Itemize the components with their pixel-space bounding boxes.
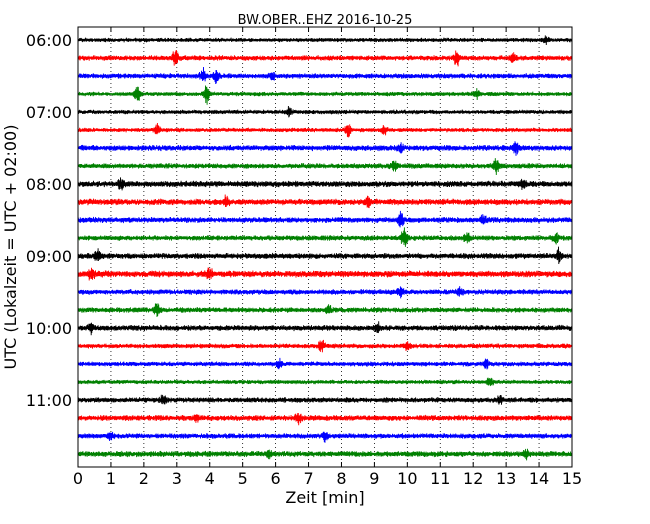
x-tick-label: 14 bbox=[529, 469, 549, 488]
trace-1045 bbox=[77, 377, 573, 387]
trace-0930 bbox=[77, 286, 573, 299]
x-tick-label: 9 bbox=[369, 469, 379, 488]
x-tick-label: 6 bbox=[271, 469, 281, 488]
x-tick-label: 0 bbox=[73, 469, 83, 488]
trace-1115 bbox=[77, 413, 573, 426]
x-tick-label: 7 bbox=[303, 469, 313, 488]
trace-0845 bbox=[77, 227, 573, 247]
x-tick-label: 1 bbox=[106, 469, 116, 488]
tick-marks bbox=[77, 27, 573, 467]
trace-1000 bbox=[77, 321, 573, 336]
x-tick-label: 11 bbox=[430, 469, 450, 488]
trace-0615 bbox=[77, 50, 573, 67]
trace-0745 bbox=[77, 158, 573, 176]
y-tick-label: 09:00 bbox=[26, 247, 72, 266]
trace-0800 bbox=[77, 177, 573, 191]
x-tick-label: 15 bbox=[562, 469, 582, 488]
x-tick-label: 8 bbox=[336, 469, 346, 488]
trace-0730 bbox=[77, 141, 573, 156]
y-axis-label: UTC (Lokalzeit = UTC + 02:00) bbox=[1, 125, 20, 370]
chart-title: BW.OBER..EHZ 2016-10-25 bbox=[238, 13, 413, 28]
trace-0715 bbox=[77, 122, 573, 138]
axes-frame bbox=[77, 26, 573, 468]
x-tick-label: 12 bbox=[463, 469, 483, 488]
trace-0830 bbox=[77, 210, 573, 228]
trace-group bbox=[77, 35, 573, 461]
trace-0945 bbox=[77, 303, 573, 318]
trace-0700 bbox=[77, 105, 573, 118]
trace-0915 bbox=[77, 267, 573, 281]
x-axis-label: Zeit [min] bbox=[285, 488, 364, 507]
y-tick-label: 11:00 bbox=[26, 391, 72, 410]
x-tick-label: 13 bbox=[496, 469, 516, 488]
x-tick-label: 2 bbox=[139, 469, 149, 488]
y-tick-label: 06:00 bbox=[26, 31, 72, 50]
y-tick-label: 07:00 bbox=[26, 103, 72, 122]
y-tick-label: 08:00 bbox=[26, 175, 72, 194]
trace-0645 bbox=[77, 85, 573, 105]
x-tick-label: 5 bbox=[238, 469, 248, 488]
vertical-gridlines bbox=[110, 27, 540, 467]
x-tick-label: 4 bbox=[205, 469, 215, 488]
trace-0900 bbox=[77, 246, 573, 265]
trace-0600 bbox=[77, 35, 573, 46]
trace-0630 bbox=[77, 67, 573, 84]
trace-0815 bbox=[77, 194, 573, 209]
x-tick-label: 3 bbox=[172, 469, 182, 488]
trace-1145 bbox=[77, 448, 573, 461]
y-tick-label: 10:00 bbox=[26, 319, 72, 338]
trace-1130 bbox=[77, 431, 573, 443]
trace-1015 bbox=[77, 339, 573, 353]
trace-1030 bbox=[77, 357, 573, 370]
x-tick-label: 10 bbox=[397, 469, 417, 488]
trace-1100 bbox=[77, 394, 573, 405]
